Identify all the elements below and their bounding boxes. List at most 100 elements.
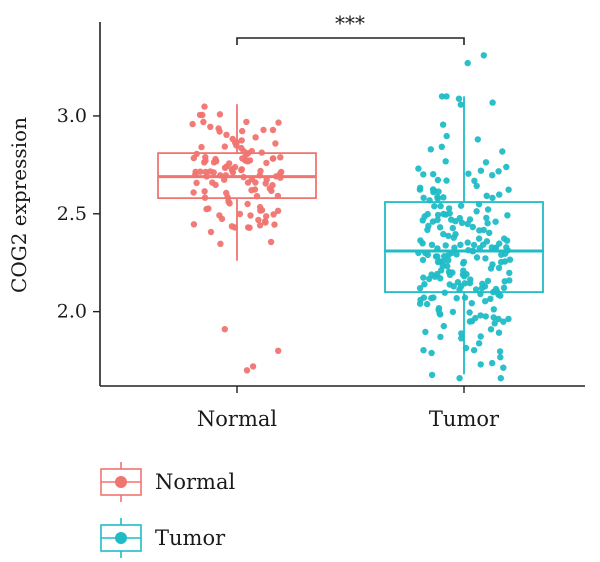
point-tumor — [446, 210, 453, 217]
legend-key-dot — [115, 532, 127, 544]
point-tumor — [472, 286, 480, 293]
point-normal — [198, 143, 205, 151]
point-tumor — [505, 186, 512, 193]
point-tumor — [430, 188, 437, 196]
point-tumor — [495, 168, 502, 175]
point-normal — [221, 326, 228, 333]
point-tumor — [443, 132, 450, 140]
point-normal — [246, 157, 254, 164]
point-normal — [189, 120, 196, 128]
point-normal — [258, 207, 266, 214]
point-normal — [201, 188, 208, 195]
point-tumor — [491, 320, 498, 327]
point-normal — [262, 219, 269, 226]
point-tumor — [489, 194, 496, 202]
point-tumor — [449, 308, 457, 316]
point-tumor — [497, 354, 504, 361]
point-normal — [266, 185, 273, 192]
point-tumor — [427, 146, 434, 153]
point-normal — [277, 154, 284, 161]
point-normal — [255, 216, 262, 224]
point-tumor — [473, 254, 481, 261]
point-tumor — [428, 349, 435, 357]
point-tumor — [477, 361, 484, 368]
point-tumor — [484, 206, 492, 213]
point-tumor — [421, 281, 428, 288]
point-tumor — [501, 250, 509, 257]
x-tick-label: Tumor — [429, 407, 500, 431]
point-tumor — [466, 279, 474, 287]
point-tumor — [458, 335, 465, 342]
point-normal — [207, 228, 215, 236]
point-normal — [216, 128, 223, 135]
y-tick-label: 3.0 — [57, 105, 87, 127]
point-tumor — [434, 176, 442, 184]
box-tumor — [384, 96, 544, 375]
point-normal — [190, 189, 197, 196]
point-normal — [229, 167, 236, 174]
point-tumor — [482, 313, 489, 320]
point-tumor — [482, 298, 489, 305]
legend-label: Tumor — [155, 526, 226, 550]
significance-label: *** — [335, 11, 365, 35]
y-ticks: 2.0 2.5 3.0 — [57, 105, 100, 323]
point-normal — [226, 200, 233, 207]
point-normal — [263, 159, 270, 167]
point-tumor — [434, 253, 441, 260]
point-tumor — [460, 267, 467, 274]
point-tumor — [443, 93, 450, 100]
point-tumor — [480, 52, 487, 59]
point-tumor — [500, 364, 507, 371]
point-tumor — [457, 241, 464, 248]
point-tumor — [466, 216, 474, 223]
point-tumor — [438, 267, 445, 274]
point-normal — [205, 205, 212, 212]
point-normal — [242, 151, 250, 159]
point-tumor — [419, 240, 426, 247]
significance-bracket: *** — [236, 11, 465, 45]
point-tumor — [425, 222, 432, 230]
point-tumor — [438, 93, 446, 100]
point-tumor — [497, 292, 504, 299]
point-normal — [258, 149, 265, 156]
point-tumor — [482, 255, 489, 262]
point-tumor — [434, 216, 441, 223]
point-tumor — [489, 172, 496, 179]
point-tumor — [483, 192, 490, 199]
point-tumor — [446, 271, 454, 278]
point-normal — [213, 158, 220, 165]
box-iqr — [384, 201, 544, 293]
point-tumor — [446, 281, 453, 288]
point-tumor — [452, 231, 459, 238]
point-tumor — [504, 212, 511, 219]
point-normal — [207, 123, 214, 130]
point-tumor — [506, 277, 513, 284]
point-normal — [275, 119, 282, 126]
y-tick-label: 2.5 — [57, 203, 87, 225]
point-normal — [238, 144, 245, 152]
point-tumor — [496, 240, 503, 247]
x-tick-label: Normal — [197, 407, 277, 431]
point-normal — [228, 223, 236, 230]
point-normal — [248, 187, 255, 194]
point-tumor — [457, 202, 465, 209]
point-tumor — [420, 274, 427, 281]
point-tumor — [471, 177, 478, 184]
point-tumor — [442, 242, 449, 249]
point-tumor — [428, 371, 436, 379]
point-tumor — [452, 218, 459, 225]
point-normal — [252, 179, 259, 186]
point-tumor — [449, 224, 456, 232]
point-tumor — [493, 287, 500, 295]
point-tumor — [458, 330, 465, 337]
point-normal — [243, 118, 250, 126]
point-normal — [224, 193, 231, 201]
point-tumor — [455, 95, 463, 102]
point-normal — [216, 111, 224, 118]
point-normal — [270, 211, 277, 218]
point-tumor — [435, 188, 442, 195]
point-tumor — [468, 300, 475, 307]
point-normal — [274, 207, 282, 214]
point-normal — [243, 367, 251, 374]
point-normal — [201, 103, 208, 110]
